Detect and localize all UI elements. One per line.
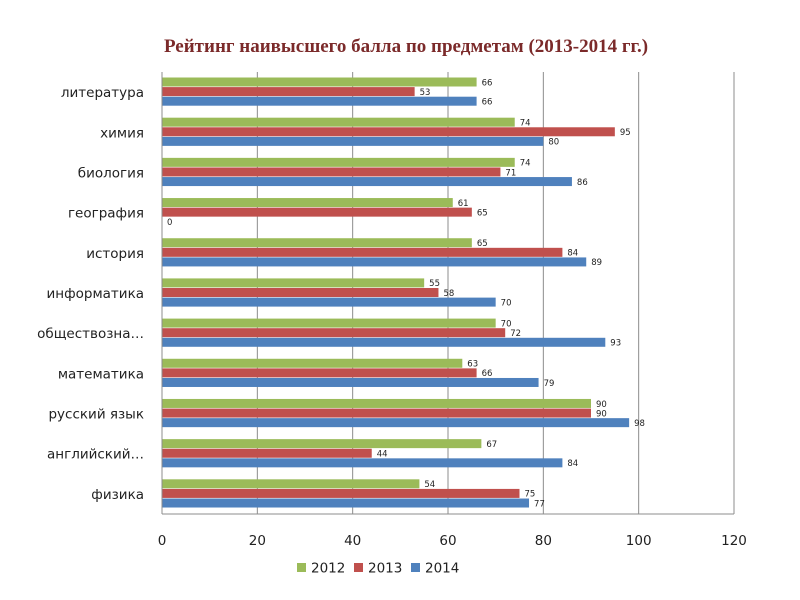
legend-swatch-2013 (354, 563, 363, 572)
category-label: математика (58, 366, 144, 382)
data-label: 66 (482, 369, 493, 379)
data-label: 77 (534, 499, 545, 509)
bar-2013 (162, 448, 372, 458)
bar-2013 (162, 488, 520, 498)
bar-2013 (162, 247, 563, 257)
legend-label: 2013 (368, 561, 402, 577)
category-label: русский язык (48, 407, 144, 423)
category-label: химия (100, 125, 144, 141)
axes: 0 20 40 60 80 100 120 литература химия биология ге… (37, 72, 747, 549)
data-label: 58 (443, 289, 454, 299)
bar-2012 (162, 358, 463, 368)
x-tick-label: 40 (344, 533, 361, 549)
bar-2013 (162, 408, 591, 418)
bar-2012 (162, 157, 515, 167)
bar-2014 (162, 337, 606, 347)
data-label: 84 (567, 459, 578, 469)
data-label: 71 (505, 168, 516, 178)
data-label: 63 (467, 360, 478, 370)
bar-2012 (162, 198, 453, 208)
data-label: 72 (510, 329, 521, 339)
bar-2013 (162, 167, 501, 177)
legend-swatch-2014 (411, 563, 420, 572)
bar-2014 (162, 377, 539, 387)
data-label: 79 (544, 379, 555, 389)
data-label: 75 (525, 490, 536, 500)
legend-label: 2012 (311, 561, 345, 577)
data-label: 90 (596, 409, 607, 419)
data-label: 90 (596, 400, 607, 410)
bar-2012 (162, 318, 496, 328)
data-label: 84 (567, 249, 578, 259)
category-label: информатика (47, 286, 145, 302)
data-label: 67 (486, 440, 497, 450)
bar-2012 (162, 77, 477, 87)
bar-2014 (162, 498, 530, 508)
data-label: 70 (501, 298, 512, 308)
data-label: 61 (458, 199, 469, 209)
data-label: 93 (610, 339, 621, 349)
bar-2014 (162, 297, 496, 307)
bar-2013 (162, 127, 615, 137)
bar-2014 (162, 418, 630, 428)
data-label: 98 (634, 419, 645, 429)
data-label: 89 (591, 258, 602, 268)
category-label: английский… (47, 447, 144, 463)
category-label: обществозна… (37, 326, 144, 342)
bars: 6653667495807471866165065848955587070729… (162, 77, 645, 509)
data-label: 66 (482, 98, 493, 108)
bar-2013 (162, 207, 472, 217)
x-tick-label: 120 (721, 533, 747, 549)
legend-swatch-2012 (297, 563, 306, 572)
legend: 2012 2013 2014 (297, 561, 459, 577)
bar-2013 (162, 87, 415, 97)
data-label: 80 (548, 138, 559, 148)
x-tick-label: 100 (626, 533, 652, 549)
legend-label: 2014 (425, 561, 459, 577)
data-label: 65 (477, 239, 488, 249)
data-label: 65 (477, 208, 488, 218)
bar-2014 (162, 96, 477, 106)
bar-2014 (162, 136, 544, 146)
chart-title: Рейтинг наивысшего балла по предметам (2… (164, 36, 648, 57)
category-label: физика (91, 487, 144, 503)
data-label: 0 (167, 218, 172, 228)
data-label: 44 (377, 450, 388, 460)
data-label: 53 (420, 88, 431, 98)
bar-2012 (162, 117, 515, 127)
category-label: история (86, 246, 144, 262)
data-label: 55 (429, 279, 440, 289)
bar-2012 (162, 439, 482, 449)
data-label: 74 (520, 118, 531, 128)
bar-2013 (162, 328, 506, 338)
bar-2014 (162, 177, 572, 187)
x-tick-label: 80 (535, 533, 552, 549)
bar-2013 (162, 368, 477, 378)
bar-2012 (162, 238, 472, 248)
category-label: литература (61, 85, 144, 101)
bar-2013 (162, 288, 439, 298)
bar-2012 (162, 398, 591, 408)
x-tick-label: 60 (439, 533, 456, 549)
data-label: 70 (501, 319, 512, 329)
x-tick-label: 0 (158, 533, 167, 549)
data-label: 74 (520, 159, 531, 169)
data-label: 95 (620, 128, 631, 138)
data-label: 66 (482, 78, 493, 88)
data-label: 86 (577, 178, 588, 188)
bar-2014 (162, 257, 587, 267)
category-label: биология (78, 165, 144, 181)
bar-2012 (162, 278, 425, 288)
data-label: 54 (424, 480, 435, 490)
category-label: география (68, 206, 144, 222)
x-tick-label: 20 (249, 533, 266, 549)
bar-2014 (162, 458, 563, 468)
bar-2012 (162, 479, 420, 489)
